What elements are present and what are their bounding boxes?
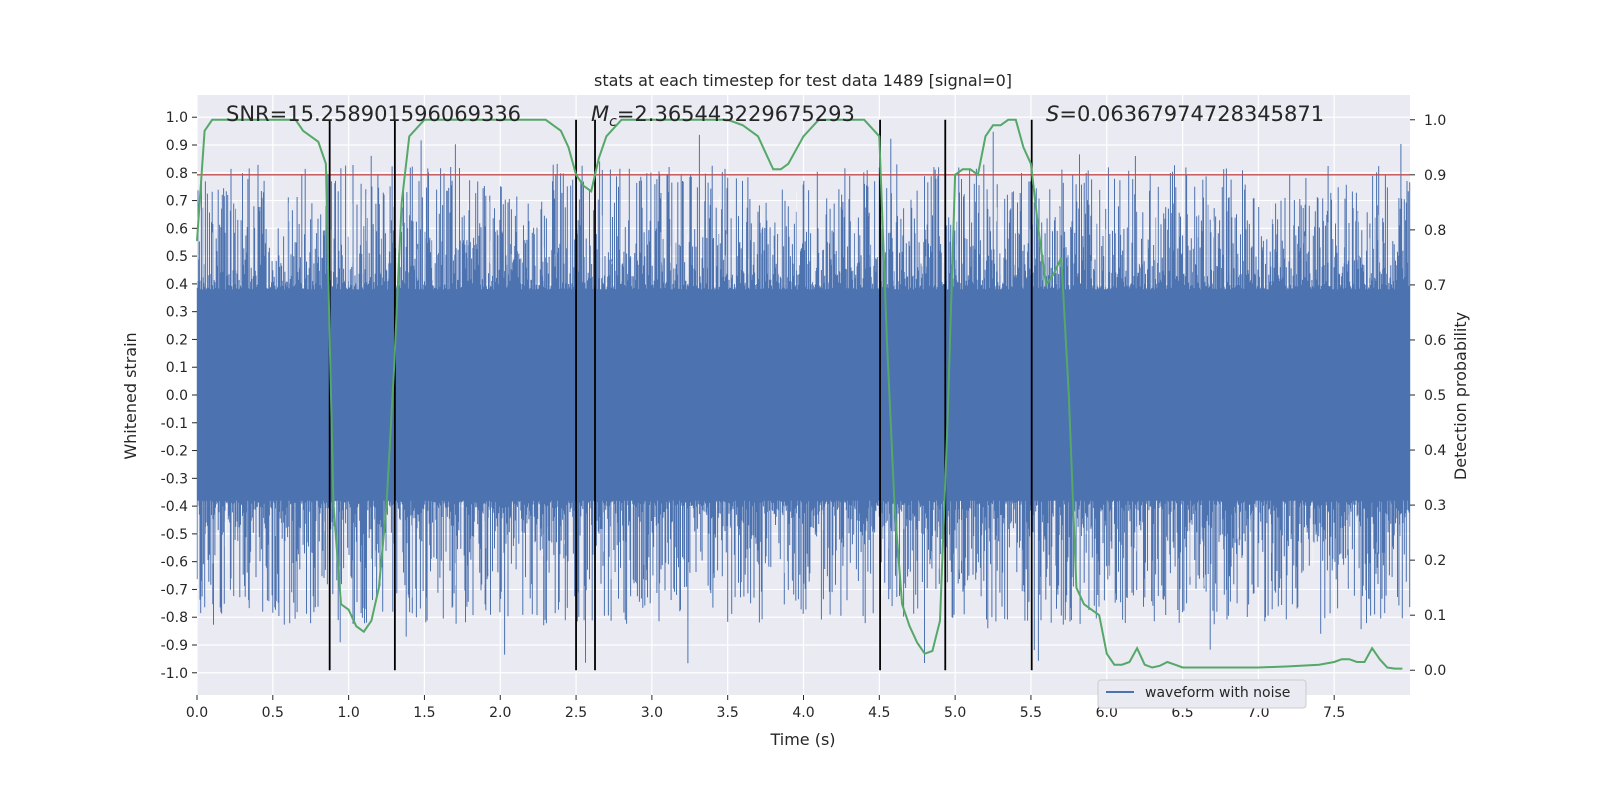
x-tick-label: 5.5 [1020,705,1042,721]
y-left-tick-label: 0.4 [166,277,188,293]
x-tick-label: 0.5 [262,705,284,721]
y-right-tick-label: 0.9 [1424,168,1446,184]
y-left-tick-label: -0.1 [161,416,188,432]
x-tick-label: 3.5 [717,705,739,721]
probability-series [196,118,1403,670]
right-axis-ticks: 1.0 0.9 0.8 0.7 0.6 0.5 0.4 0.3 0.2 0.1 0.0 [1410,113,1446,679]
waveform-gaps [197,192,1401,598]
y-left-tick-label: -0.9 [161,638,188,654]
y-left-tick-label: 0.9 [166,138,188,154]
probability-line [196,118,1403,670]
legend-box [1097,679,1307,709]
y-right-tick-label: 0.0 [1424,663,1446,679]
y-right-axis-title: Detection probability [1451,312,1470,480]
x-tick-label: 0.0 [186,705,208,721]
y-right-tick-label: 0.8 [1424,223,1446,239]
s-value: =0.06367974728345871 [1059,102,1324,126]
x-tick-label: 6.5 [1171,705,1193,721]
y-left-tick-label: -0.3 [161,471,188,487]
snr-annotation: SNR=15.258901596069336 [226,102,521,126]
mc-annotation: Mc=2.365443229675293 [591,102,855,130]
y-right-tick-label: 0.5 [1424,388,1446,404]
y-right-tick-label: 0.1 [1424,608,1446,624]
waveform-series [196,131,1411,664]
y-left-tick-label: 0.1 [166,360,188,376]
x-tick-label: 2.0 [489,705,511,721]
y-left-tick-label: 0.6 [166,221,188,237]
y-right-tick-label: 0.6 [1424,333,1446,349]
x-axis-ticks: 0.0 0.5 1.0 1.5 2.0 2.5 3.0 3.5 4.0 4.5 5.0 5.5 6.0 6… [186,695,1345,721]
x-tick-label: 1.0 [337,705,359,721]
x-tick-label: 3.0 [641,705,663,721]
s-symbol: S [1046,102,1059,126]
y-left-tick-label: 0.0 [166,388,188,404]
mc-subscript: c [609,114,617,130]
left-axis-ticks: 1.0 0.9 0.8 0.7 0.6 0.5 0.4 0.3 0.2 0.1 0.0 -0.1 -0.… [161,110,197,682]
x-tick-label: 4.0 [792,705,814,721]
y-left-tick-label: 0.2 [166,332,188,348]
s-annotation: S=0.06367974728345871 [1046,102,1324,126]
y-left-tick-label: 0.3 [166,305,188,321]
y-right-tick-label: 0.3 [1424,498,1446,514]
y-right-tick-label: 0.2 [1424,553,1446,569]
vertical-markers [328,119,1033,671]
y-left-tick-label: -0.4 [161,499,188,515]
x-tick-label: 5.0 [944,705,966,721]
legend: waveform with noise [1097,679,1307,709]
legend-label: waveform with noise [1145,685,1290,701]
y-left-tick-label: 0.7 [166,194,188,210]
x-tick-label: 4.5 [868,705,890,721]
y-left-tick-label: -0.7 [161,582,188,598]
chart-title: stats at each timestep for test data 148… [594,71,1012,90]
mc-symbol: M [591,102,609,126]
y-right-tick-label: 0.4 [1424,443,1446,459]
y-left-tick-label: -0.2 [161,444,188,460]
x-tick-label: 7.0 [1247,705,1269,721]
x-tick-label: 7.5 [1323,705,1345,721]
y-left-tick-label: -0.6 [161,555,188,571]
mc-value: =2.365443229675293 [617,102,855,126]
y-left-tick-label: 0.8 [166,166,188,182]
y-left-tick-label: -1.0 [161,666,188,682]
y-left-axis-title: Whitened strain [121,332,140,459]
x-tick-label: 2.5 [565,705,587,721]
y-left-tick-label: -0.5 [161,527,188,543]
x-axis-title: Time (s) [769,730,835,749]
y-right-tick-label: 0.7 [1424,278,1446,294]
y-left-tick-label: 0.5 [166,249,188,265]
y-left-tick-label: 1.0 [166,110,188,126]
y-left-tick-label: -0.8 [161,610,188,626]
x-tick-label: 6.0 [1096,705,1118,721]
y-right-tick-label: 1.0 [1424,113,1446,129]
x-tick-label: 1.5 [413,705,435,721]
